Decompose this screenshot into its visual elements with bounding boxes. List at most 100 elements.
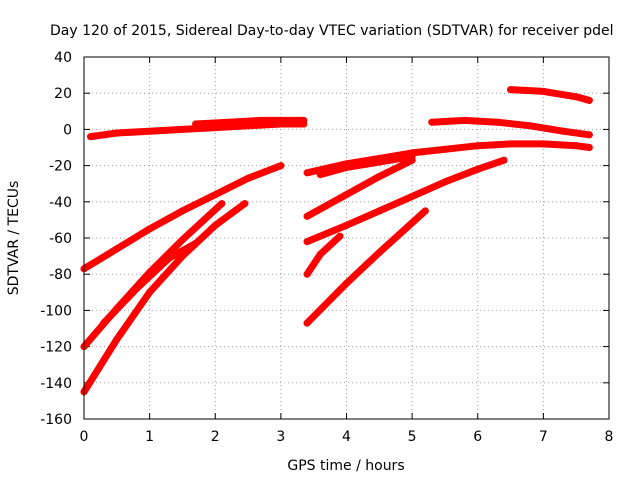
grid <box>84 57 609 419</box>
x-tick-label: 5 <box>408 429 417 445</box>
x-tick-label: 4 <box>342 429 351 445</box>
series-12-point <box>428 118 436 126</box>
series-1-point <box>300 116 308 124</box>
series-8-point <box>408 156 416 164</box>
chart-title: Day 120 of 2015, Sidereal Day-to-day VTE… <box>50 23 614 39</box>
series-2-point <box>113 245 121 253</box>
series-1-line <box>192 116 308 128</box>
series-2-point <box>146 225 154 233</box>
series-9-point <box>408 192 416 200</box>
series-9-point <box>500 156 508 164</box>
series-4-line <box>80 200 249 396</box>
series-11-point <box>421 207 429 215</box>
series-7-line <box>316 153 416 179</box>
series-7-point <box>375 158 383 166</box>
series-10-point <box>316 250 324 258</box>
x-tick-label: 7 <box>539 429 548 445</box>
y-tick-label: -140 <box>40 376 72 392</box>
series-4-point <box>113 335 121 343</box>
series-12-point <box>526 122 534 130</box>
series-6-point <box>474 142 482 150</box>
series-8-point <box>303 212 311 220</box>
series-0-point <box>146 127 154 135</box>
series-9-point <box>343 221 350 229</box>
series-10-point <box>336 232 344 240</box>
series-5-point <box>133 285 140 293</box>
series-0-point <box>87 133 95 141</box>
series-4-point <box>211 221 219 229</box>
series-10-point <box>303 270 311 278</box>
series-5-point <box>165 254 173 262</box>
series-13-line <box>507 86 593 104</box>
y-tick-label: 20 <box>54 86 72 102</box>
x-tick-label: 3 <box>276 429 285 445</box>
series-8-point <box>343 191 350 199</box>
x-tick-label: 0 <box>80 429 89 445</box>
axis-ticks: 0 1 2 3 4 5 6 7 8 -160 -140 -120 -100 -80 -60 -40 -20 0 20… <box>40 50 613 445</box>
series-6-point <box>572 142 580 150</box>
series-9-point <box>474 165 482 173</box>
y-tick-label: -20 <box>49 159 72 175</box>
series-8-line <box>303 156 416 220</box>
series-2-point <box>178 207 186 215</box>
series-5-point <box>100 319 108 327</box>
series-1-point <box>192 120 200 128</box>
series-9-point <box>375 207 383 215</box>
plot-area <box>80 86 593 396</box>
series-11-point <box>343 279 350 287</box>
series-9-point <box>441 178 449 186</box>
series-12-point <box>585 131 593 139</box>
series-7-point <box>316 171 324 179</box>
series-12-point <box>559 127 567 135</box>
series-6-point <box>303 169 311 177</box>
series-1-point <box>224 118 232 126</box>
x-tick-label: 1 <box>145 429 154 445</box>
series-7-point <box>343 163 350 171</box>
series-5-line <box>100 239 200 327</box>
x-axis-label: GPS time / hours <box>287 458 404 474</box>
series-13-point <box>572 93 580 101</box>
series-6-point <box>507 140 515 148</box>
y-axis-label: SDTVAR / TECUs <box>6 181 22 296</box>
series-5-point <box>192 239 200 247</box>
y-tick-label: 40 <box>54 50 72 66</box>
series-0-line <box>87 120 308 141</box>
series-6-line <box>303 140 593 177</box>
series-4-point <box>146 288 154 296</box>
series-12-point <box>493 118 501 126</box>
series-11-point <box>375 249 383 256</box>
series-6-point <box>441 145 449 153</box>
series-9-point <box>303 238 311 246</box>
series-11-point <box>303 319 311 327</box>
y-tick-label: -80 <box>49 267 72 283</box>
y-tick-label: -60 <box>49 231 72 247</box>
x-tick-label: 2 <box>211 429 220 445</box>
series-13-point <box>507 86 515 94</box>
y-tick-label: -160 <box>40 412 72 428</box>
series-8-point <box>375 173 383 180</box>
series-13-point <box>585 96 593 104</box>
series-12-point <box>461 116 469 124</box>
y-tick-label: 0 <box>63 122 72 138</box>
series-12-line <box>428 116 593 139</box>
y-tick-label: -40 <box>49 195 72 211</box>
y-tick-label: -100 <box>40 303 72 319</box>
series-4-point <box>241 200 249 208</box>
plot-frame <box>83 56 610 420</box>
series-6-point <box>585 144 593 151</box>
x-tick-label: 8 <box>605 429 614 445</box>
series-6-point <box>539 140 547 148</box>
series-11-line <box>303 207 429 327</box>
series-1-point <box>277 116 285 124</box>
y-tick-label: -120 <box>40 340 72 356</box>
series-2-point <box>211 191 219 199</box>
series-0-point <box>113 129 121 137</box>
series-13-point <box>539 87 547 95</box>
x-tick-label: 6 <box>473 429 482 445</box>
series-3-point <box>178 236 186 244</box>
series-3-point <box>218 200 226 208</box>
series-1-point <box>257 116 265 124</box>
series-0-point <box>178 125 186 133</box>
series-2-point <box>244 174 252 182</box>
